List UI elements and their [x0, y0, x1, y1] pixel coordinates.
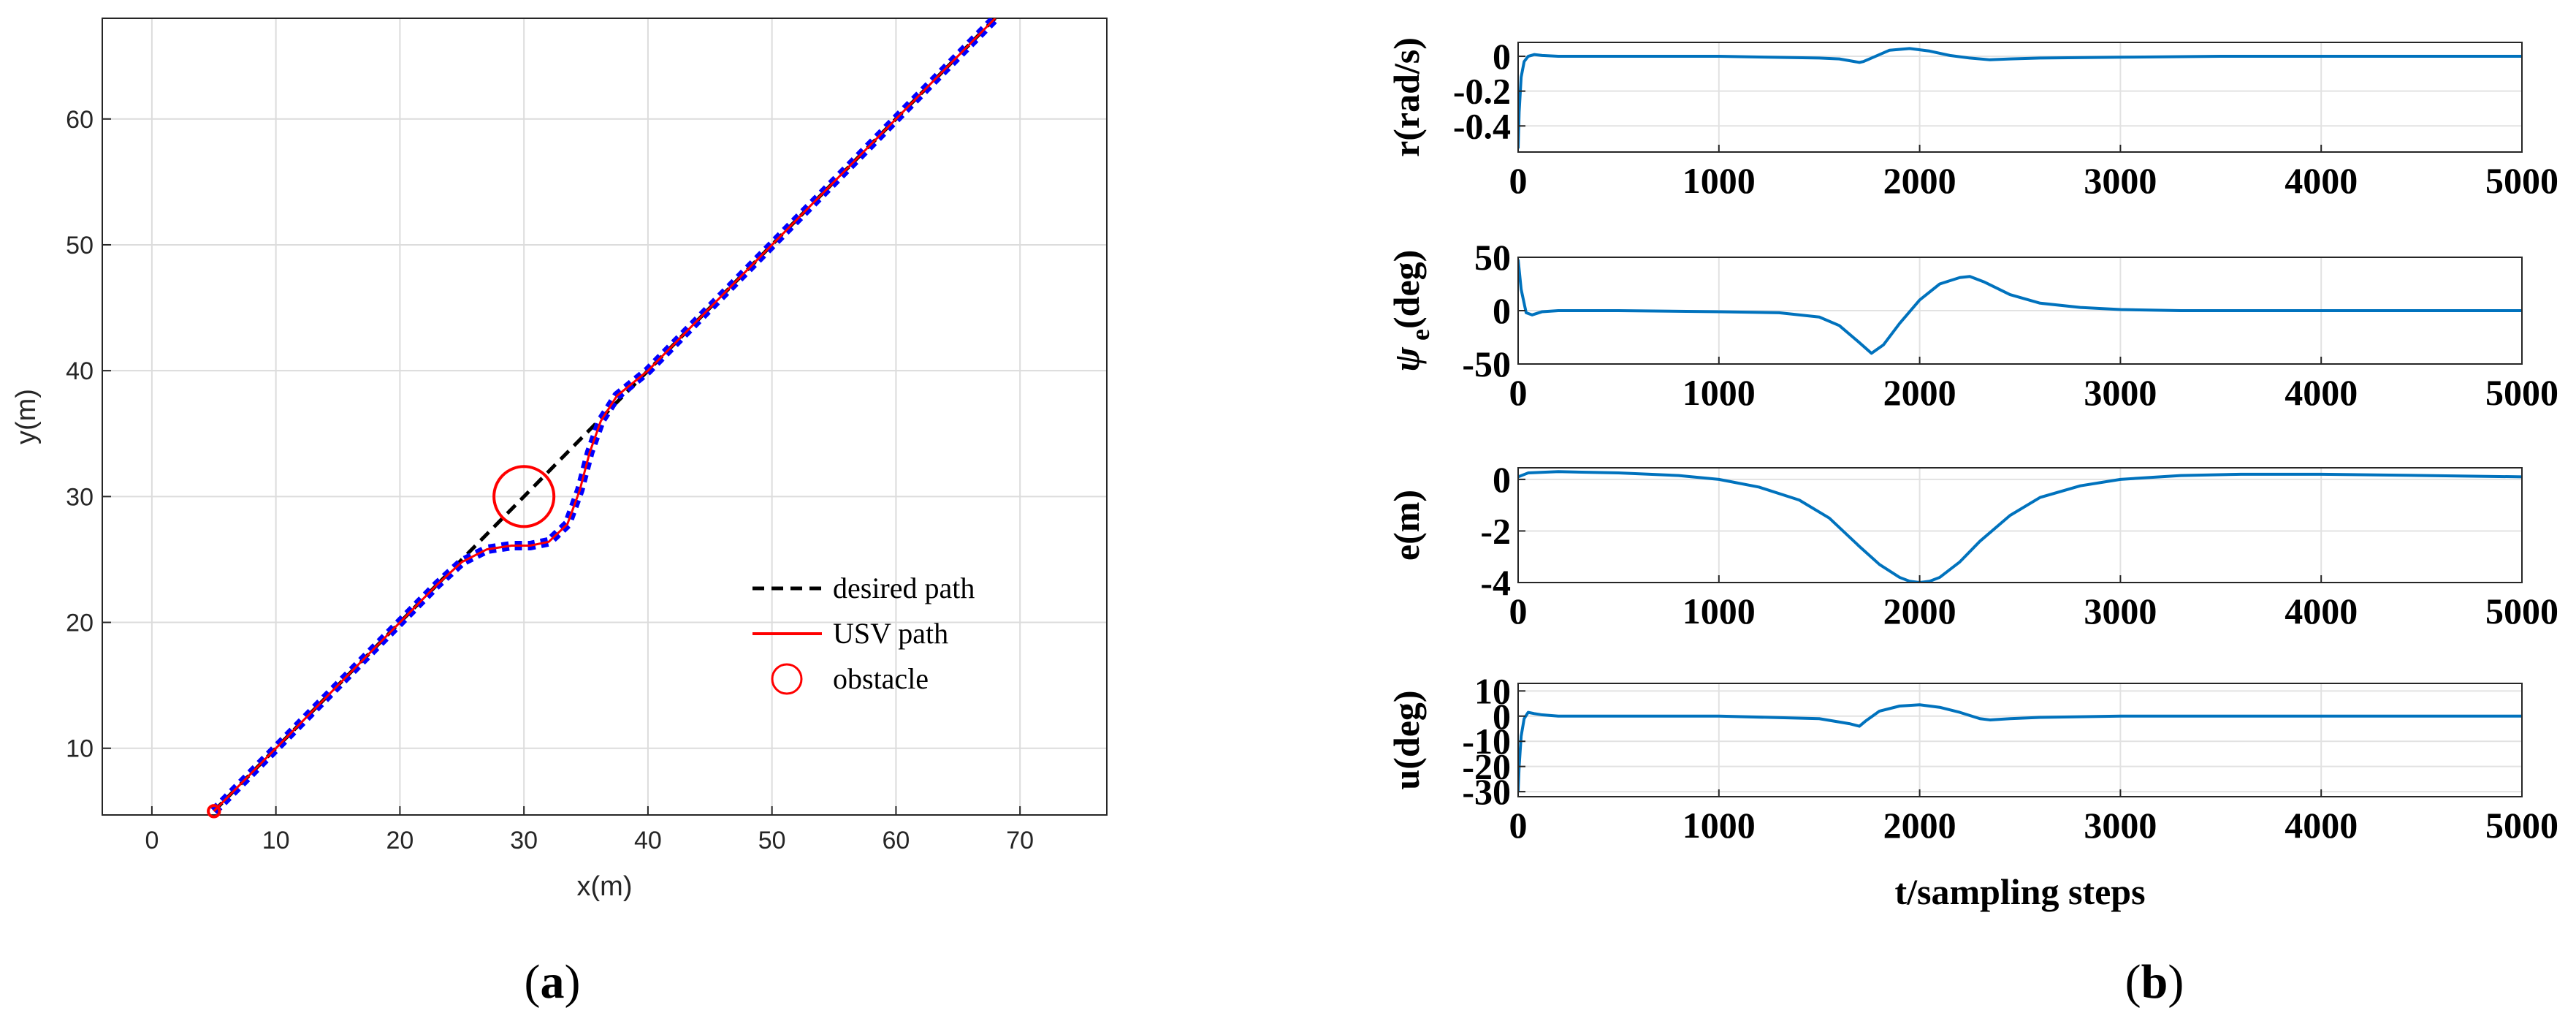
xtick-a-label-2: 20 — [386, 827, 414, 854]
axes-b3-frame — [1517, 683, 2523, 797]
xtick-a-label-7: 70 — [1006, 827, 1034, 854]
ytick-b0-label-0: 0 — [1493, 36, 1511, 77]
axes-a-frame — [102, 18, 1108, 816]
xtick-b0-label-2: 2000 — [1883, 160, 1956, 201]
xtick-b1-label-5: 5000 — [2485, 372, 2558, 413]
ytick-b2-label-2: -4 — [1480, 562, 1511, 603]
xtick-a-label-4: 40 — [634, 827, 662, 854]
xtick-a-label-6: 60 — [883, 827, 910, 854]
xtick-b3-label-1: 1000 — [1683, 805, 1756, 846]
xtick-b1-label-1: 1000 — [1683, 372, 1756, 413]
xtick-b1-label-0: 0 — [1509, 372, 1528, 413]
xtick-b2-label-0: 0 — [1509, 591, 1528, 632]
ytick-b0-label-2: -0.4 — [1453, 105, 1511, 146]
caption-b: (b) — [2125, 955, 2184, 1009]
xtick-b0-label-1: 1000 — [1683, 160, 1756, 201]
ylabel-a: y(m) — [11, 389, 42, 444]
xtick-b2-label-3: 3000 — [2084, 591, 2157, 632]
ytick-a-label-4: 50 — [66, 232, 94, 259]
ytick-b3-label-0: 10 — [1474, 670, 1511, 711]
xtick-b3-label-2: 2000 — [1883, 805, 1956, 846]
xtick-b1-label-4: 4000 — [2285, 372, 2358, 413]
xtick-a-label-3: 30 — [510, 827, 538, 854]
xtick-b2-label-1: 1000 — [1683, 591, 1756, 632]
panel-a-chart: 0 10 20 30 40 50 60 70 10 20 30 40 50 60 x(m) y(m) desir… — [11, 18, 1108, 902]
xtick-b1-label-3: 3000 — [2084, 372, 2157, 413]
ylabel-b1: ψ e(deg) — [1386, 250, 1435, 372]
xtick-b1-label-2: 2000 — [1883, 372, 1956, 413]
xtick-b3-label-3: 3000 — [2084, 805, 2157, 846]
series-b0 — [1518, 47, 2522, 149]
series-b1 — [1518, 259, 2522, 355]
xtick-b3-label-4: 4000 — [2285, 805, 2358, 846]
legend-label-desired: desired path — [833, 572, 975, 604]
legend-swatch-obstacle — [771, 663, 803, 695]
xtick-b2-label-4: 4000 — [2285, 591, 2358, 632]
xtick-b0-label-4: 4000 — [2285, 160, 2358, 201]
xtick-a-label-5: 50 — [758, 827, 786, 854]
ytick-b1-label-1: 0 — [1493, 290, 1511, 331]
xtick-b0-label-5: 5000 — [2485, 160, 2558, 201]
series-usv-path-line — [213, 18, 997, 812]
legend-label-obstacle: obstacle — [833, 662, 929, 695]
ytick-b1-label-2: -50 — [1462, 344, 1511, 384]
obstacle-marker-0 — [492, 465, 556, 528]
xtick-b2-label-2: 2000 — [1883, 591, 1956, 632]
subplot-2: 0 1000 2000 3000 4000 5000 0 -2 -4 e(m) — [1386, 459, 2558, 632]
ytick-b1-label-0: 50 — [1474, 237, 1511, 278]
obstacle-marker-1 — [207, 804, 221, 819]
legend-label-usv: USV path — [833, 617, 948, 650]
xtick-b3-label-0: 0 — [1509, 805, 1528, 846]
series-b3 — [1518, 703, 2522, 792]
ytick-b3-label-1: 0 — [1493, 696, 1511, 737]
axes-b0-frame — [1517, 42, 2523, 153]
xlabel-b: t/sampling steps — [1894, 871, 2145, 912]
ytick-a-label-0: 10 — [66, 735, 94, 763]
ytick-b2-label-0: 0 — [1493, 459, 1511, 500]
ytick-b3-label-2: -10 — [1462, 721, 1511, 762]
ylabel-b3: u(deg) — [1386, 690, 1427, 789]
ytick-b3-label-4: -30 — [1462, 771, 1511, 812]
caption-a: (a) — [525, 955, 581, 1009]
ytick-b2-label-1: -2 — [1480, 510, 1511, 551]
ytick-a-label-2: 30 — [66, 483, 94, 511]
ylabel-b2: e(m) — [1386, 490, 1427, 561]
ytick-b3-label-3: -20 — [1462, 746, 1511, 787]
xtick-a-label-1: 10 — [262, 827, 290, 854]
xtick-b0-label-0: 0 — [1509, 160, 1528, 201]
xtick-b0-label-3: 3000 — [2084, 160, 2157, 201]
ytick-a-label-1: 20 — [66, 610, 94, 637]
ytick-b0-label-1: -0.2 — [1453, 71, 1511, 112]
xtick-b3-label-5: 5000 — [2485, 805, 2558, 846]
ytick-a-label-3: 40 — [66, 357, 94, 385]
xlabel-a: x(m) — [577, 871, 633, 902]
xtick-b2-label-5: 5000 — [2485, 591, 2558, 632]
axes-b2-frame — [1517, 467, 2523, 583]
xtick-a-label-0: 0 — [145, 827, 159, 854]
ytick-a-label-5: 60 — [66, 106, 94, 134]
ylabel-b0: r(rad/s) — [1386, 37, 1427, 157]
